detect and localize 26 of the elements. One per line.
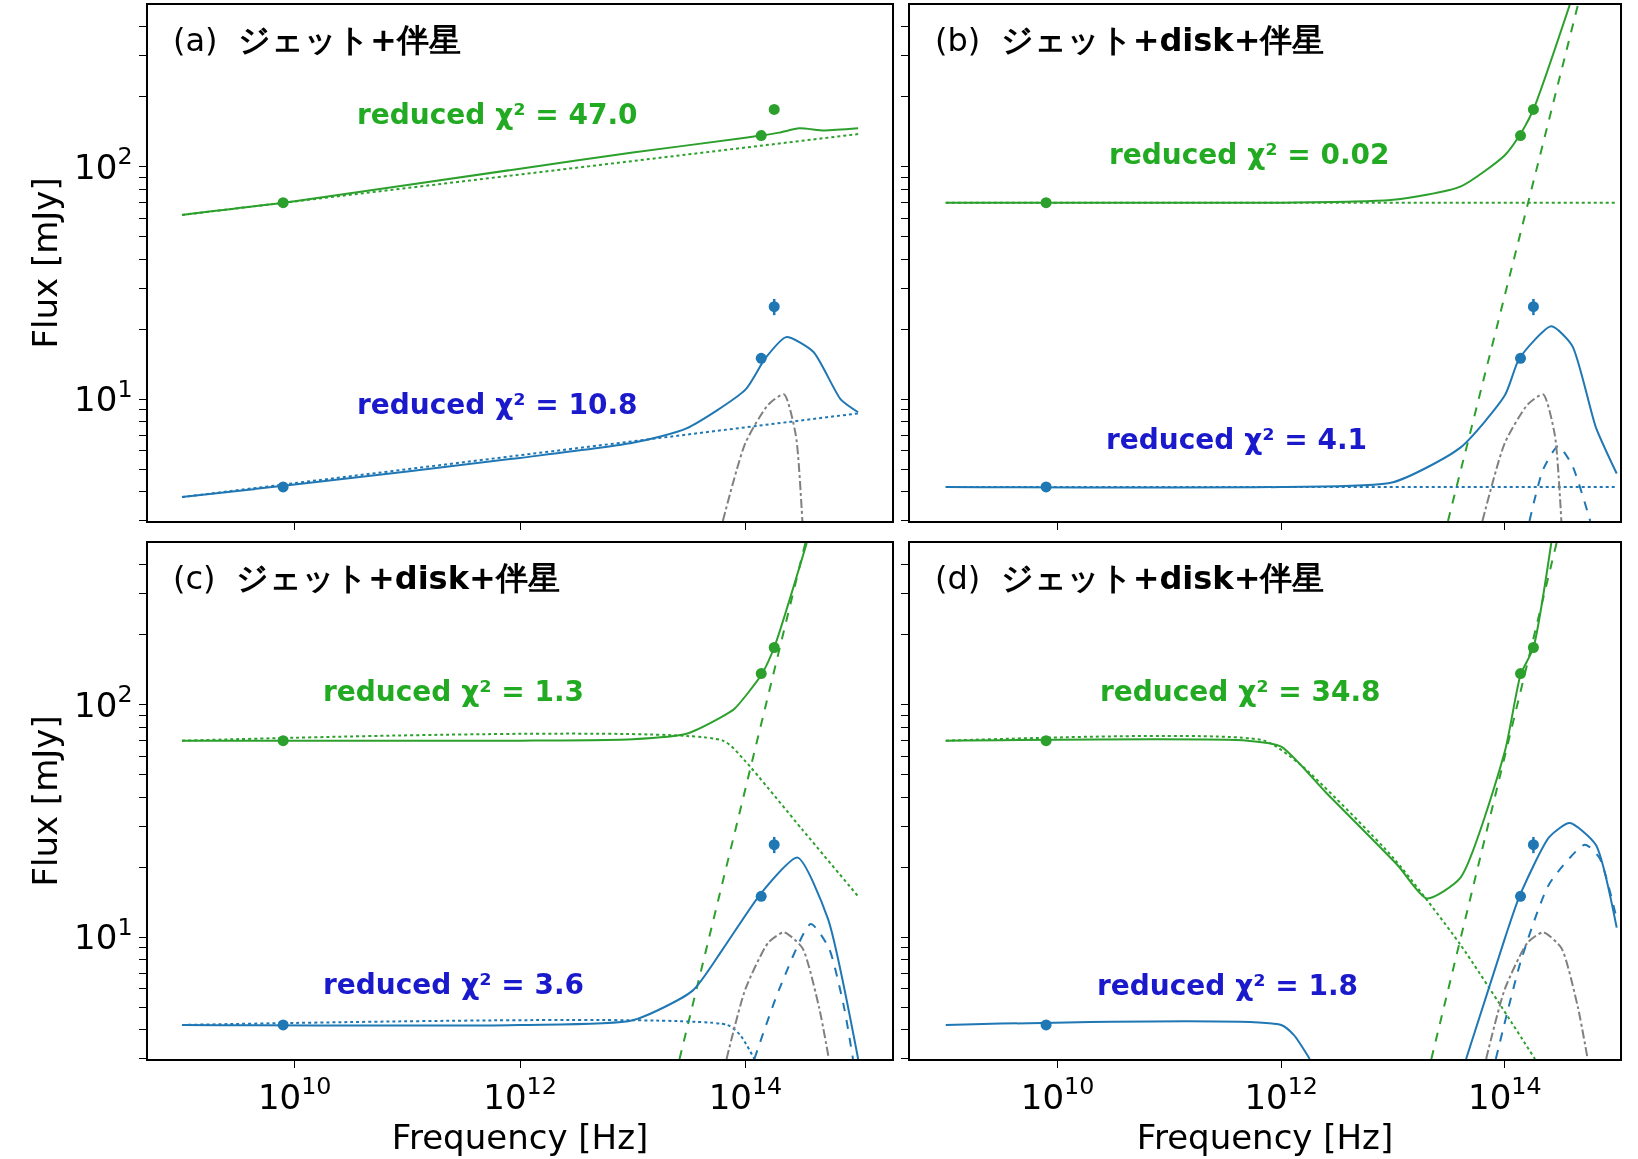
y-axis-title: Flux [mJy] <box>25 715 66 887</box>
annotation: reduced χ² = 47.0 <box>357 98 638 131</box>
text: (b) ジェット+disk+伴星 <box>935 21 1325 59</box>
x-axis-title: Frequency [Hz] <box>391 1116 649 1157</box>
annotation: reduced χ² = 34.8 <box>1100 675 1381 708</box>
annotation: reduced χ² = 4.1 <box>1106 423 1368 456</box>
x-tick-label: 10$^{14}$ <box>708 1072 783 1117</box>
x-tick-label: 10$^{10}$ <box>257 1072 332 1117</box>
x-tick-label: 10$^{12}$ <box>1244 1072 1318 1117</box>
x-tick-label: 10$^{10}$ <box>1020 1072 1095 1117</box>
annotation: reduced χ² = 10.8 <box>357 388 638 421</box>
x-tick-label: 10$^{12}$ <box>483 1072 557 1117</box>
y-tick-label: 10$^{1}$ <box>74 912 133 958</box>
annotation: reduced χ² = 0.02 <box>1109 138 1390 171</box>
y-axis-title: Flux [mJy] <box>25 177 66 349</box>
annotation: reduced χ² = 1.8 <box>1097 969 1359 1002</box>
x-axis-title: Frequency [Hz] <box>1136 1116 1394 1157</box>
annotation: reduced χ² = 1.3 <box>323 675 585 708</box>
y-tick-label: 10$^{1}$ <box>74 374 133 420</box>
text: (d) ジェット+disk+伴星 <box>935 559 1325 597</box>
y-tick-label: 10$^{2}$ <box>74 142 133 187</box>
annotation: reduced χ² = 3.6 <box>323 968 585 1001</box>
text: (a) ジェット+伴星 <box>173 21 461 59</box>
text: (c) ジェット+disk+伴星 <box>173 559 560 597</box>
x-tick-label: 10$^{14}$ <box>1468 1072 1542 1117</box>
y-tick-label: 10$^{2}$ <box>74 680 133 725</box>
